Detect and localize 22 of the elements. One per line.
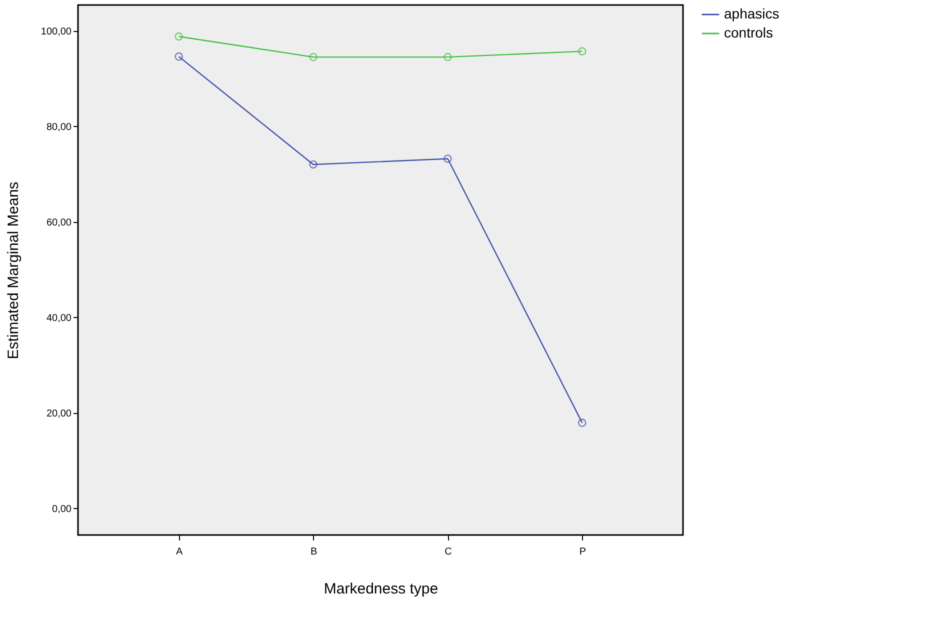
y-tick-label: 20,00 [46,408,72,420]
point [444,52,452,62]
point [444,154,452,163]
point [309,160,318,169]
point [578,418,586,427]
x-axis-title: Markedness type [324,580,438,598]
y-tick-label: 80,00 [46,122,72,133]
x-tick-label: B [310,546,318,558]
x-tick-label: P [579,546,586,558]
x-tick-label: A [176,546,183,558]
legend-label: controls [724,24,774,40]
y-tick-label: 40,00 [46,312,72,324]
point [578,47,586,56]
point [309,52,318,62]
y-axis-title: Estimated Marginal Means [4,182,22,360]
point [174,32,183,41]
y-tick-label: 100,00 [40,26,72,38]
x-tick-label: C [444,546,452,558]
y-tick-label: 0,00 [52,504,72,515]
legend-label: aphasics [724,6,780,22]
y-tick-label: 60,00 [46,217,72,228]
point [174,52,183,61]
